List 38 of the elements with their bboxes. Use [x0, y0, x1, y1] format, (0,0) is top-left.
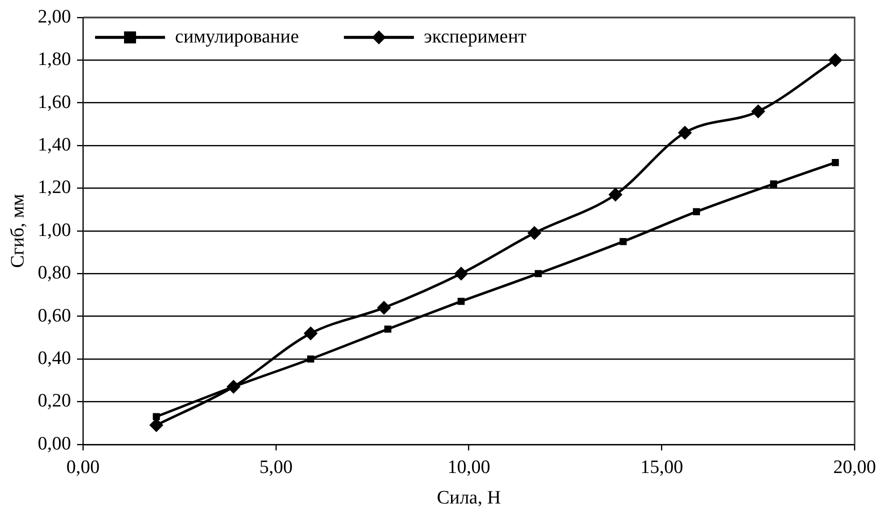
y-tick-label: 2,00: [38, 6, 72, 28]
point: [307, 355, 314, 363]
point: [152, 413, 160, 420]
y-tick-label: 0,60: [38, 305, 72, 326]
point: [458, 298, 465, 305]
point: [534, 270, 542, 278]
x-tick-label: 0,00: [66, 456, 100, 478]
y-tick-label: 1,20: [38, 177, 72, 198]
point: [608, 188, 622, 202]
point: [376, 300, 391, 315]
point: [454, 266, 468, 281]
legend-label: симулирование: [175, 26, 299, 48]
y-tick-label: 1,40: [38, 134, 72, 156]
x-tick-label: 20,00: [833, 456, 876, 478]
y-axis-title: Сгиб, мм: [7, 194, 28, 268]
x-tick-label: 15,00: [640, 456, 684, 478]
point: [304, 326, 318, 340]
y-tick-label: 0,80: [38, 262, 72, 284]
point: [527, 226, 542, 240]
point: [678, 126, 692, 140]
y-tick-label: 1,80: [38, 49, 72, 70]
y-tick-label: 1,00: [38, 220, 72, 241]
y-tick-label: 1,60: [38, 92, 72, 113]
x-tick-label: 10,00: [447, 456, 490, 478]
point: [384, 326, 392, 333]
legend-label: эксперимент: [424, 26, 528, 48]
point: [832, 159, 839, 166]
point: [751, 104, 766, 118]
point: [828, 53, 842, 68]
x-axis-title: Сила, Н: [436, 488, 502, 509]
y-tick-label: 0,00: [38, 433, 72, 454]
point: [770, 180, 778, 188]
point: [149, 418, 164, 432]
point: [692, 208, 700, 216]
x-tick-label: 5,00: [259, 456, 293, 478]
y-tick-label: 0,20: [38, 390, 72, 412]
y-tick-label: 0,40: [38, 348, 72, 369]
point: [620, 238, 627, 246]
